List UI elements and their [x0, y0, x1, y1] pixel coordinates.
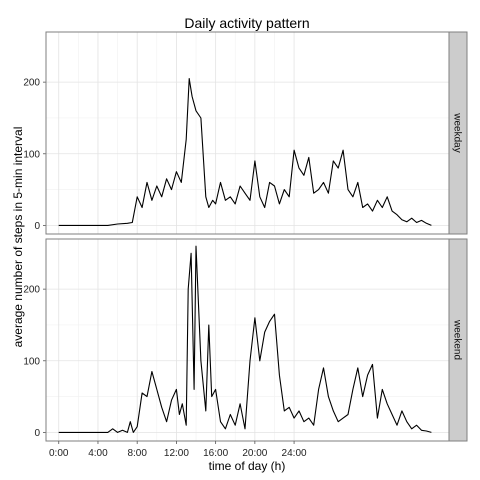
panel-weekday: 0 100 200 weekday: [23, 31, 468, 235]
strip-label-weekend: weekend: [452, 319, 463, 360]
x-tick-label: 4:00: [88, 448, 108, 459]
panel-weekend: 0 100 200 weekend: [23, 238, 468, 442]
y-tick-label: 200: [23, 285, 40, 296]
x-tick-label: 16:00: [203, 448, 228, 459]
series-line-weekday: [58, 78, 432, 226]
panels-layer: 0 100 200 weekday 0 100 200 weekend: [23, 31, 468, 442]
chart-title: Daily activity pattern: [184, 15, 309, 31]
y-axis-title: average number of steps in 5-min interva…: [11, 127, 25, 348]
x-tick-label: 24:00: [282, 448, 307, 459]
series-line-weekend: [58, 245, 432, 433]
y-tick-label: 0: [34, 221, 40, 232]
panel-strip: [448, 238, 468, 442]
x-tick-label: 20:00: [242, 448, 267, 459]
y-tick-label: 100: [23, 356, 40, 367]
x-tick-label: 8:00: [127, 448, 147, 459]
y-tick-label: 0: [34, 428, 40, 439]
x-axis: 0:00 4:00 8:00 12:00 16:00 20:00 24:00: [49, 441, 307, 459]
y-tick-label: 100: [23, 149, 40, 160]
x-tick-label: 0:00: [49, 448, 69, 459]
strip-label-weekday: weekday: [452, 112, 463, 152]
y-tick-label: 200: [23, 78, 40, 89]
x-axis-title: time of day (h): [209, 459, 286, 473]
panel-strip: [448, 31, 468, 235]
x-tick-label: 12:00: [164, 448, 189, 459]
